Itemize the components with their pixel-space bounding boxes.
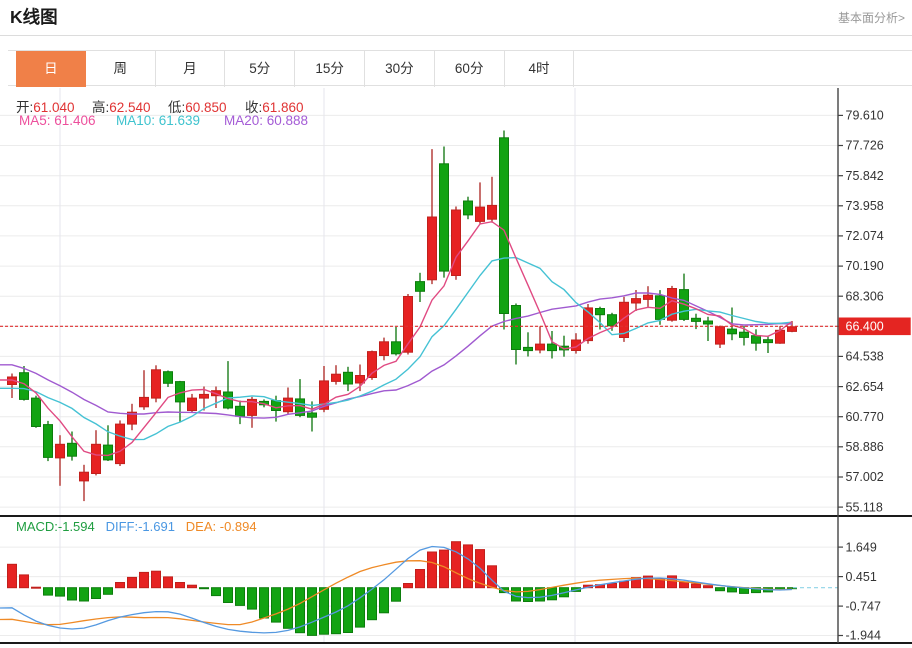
svg-text:72.074: 72.074 bbox=[846, 229, 884, 243]
svg-text:55.118: 55.118 bbox=[846, 500, 883, 514]
svg-text:64.538: 64.538 bbox=[846, 350, 884, 364]
svg-text:0.451: 0.451 bbox=[846, 570, 877, 584]
svg-text:60.770: 60.770 bbox=[846, 410, 884, 424]
svg-text:79.610: 79.610 bbox=[846, 109, 884, 123]
svg-text:75.842: 75.842 bbox=[846, 169, 884, 183]
svg-text:62.654: 62.654 bbox=[846, 380, 884, 394]
svg-text:-1.944: -1.944 bbox=[846, 629, 881, 643]
svg-text:73.958: 73.958 bbox=[846, 199, 884, 213]
svg-text:58.886: 58.886 bbox=[846, 440, 884, 454]
svg-text:77.726: 77.726 bbox=[846, 139, 884, 153]
svg-text:57.002: 57.002 bbox=[846, 470, 884, 484]
svg-text:1.649: 1.649 bbox=[846, 540, 877, 554]
svg-text:68.306: 68.306 bbox=[846, 289, 884, 303]
svg-text:70.190: 70.190 bbox=[846, 259, 884, 273]
svg-text:66.400: 66.400 bbox=[846, 320, 884, 334]
svg-text:-0.747: -0.747 bbox=[846, 599, 881, 613]
